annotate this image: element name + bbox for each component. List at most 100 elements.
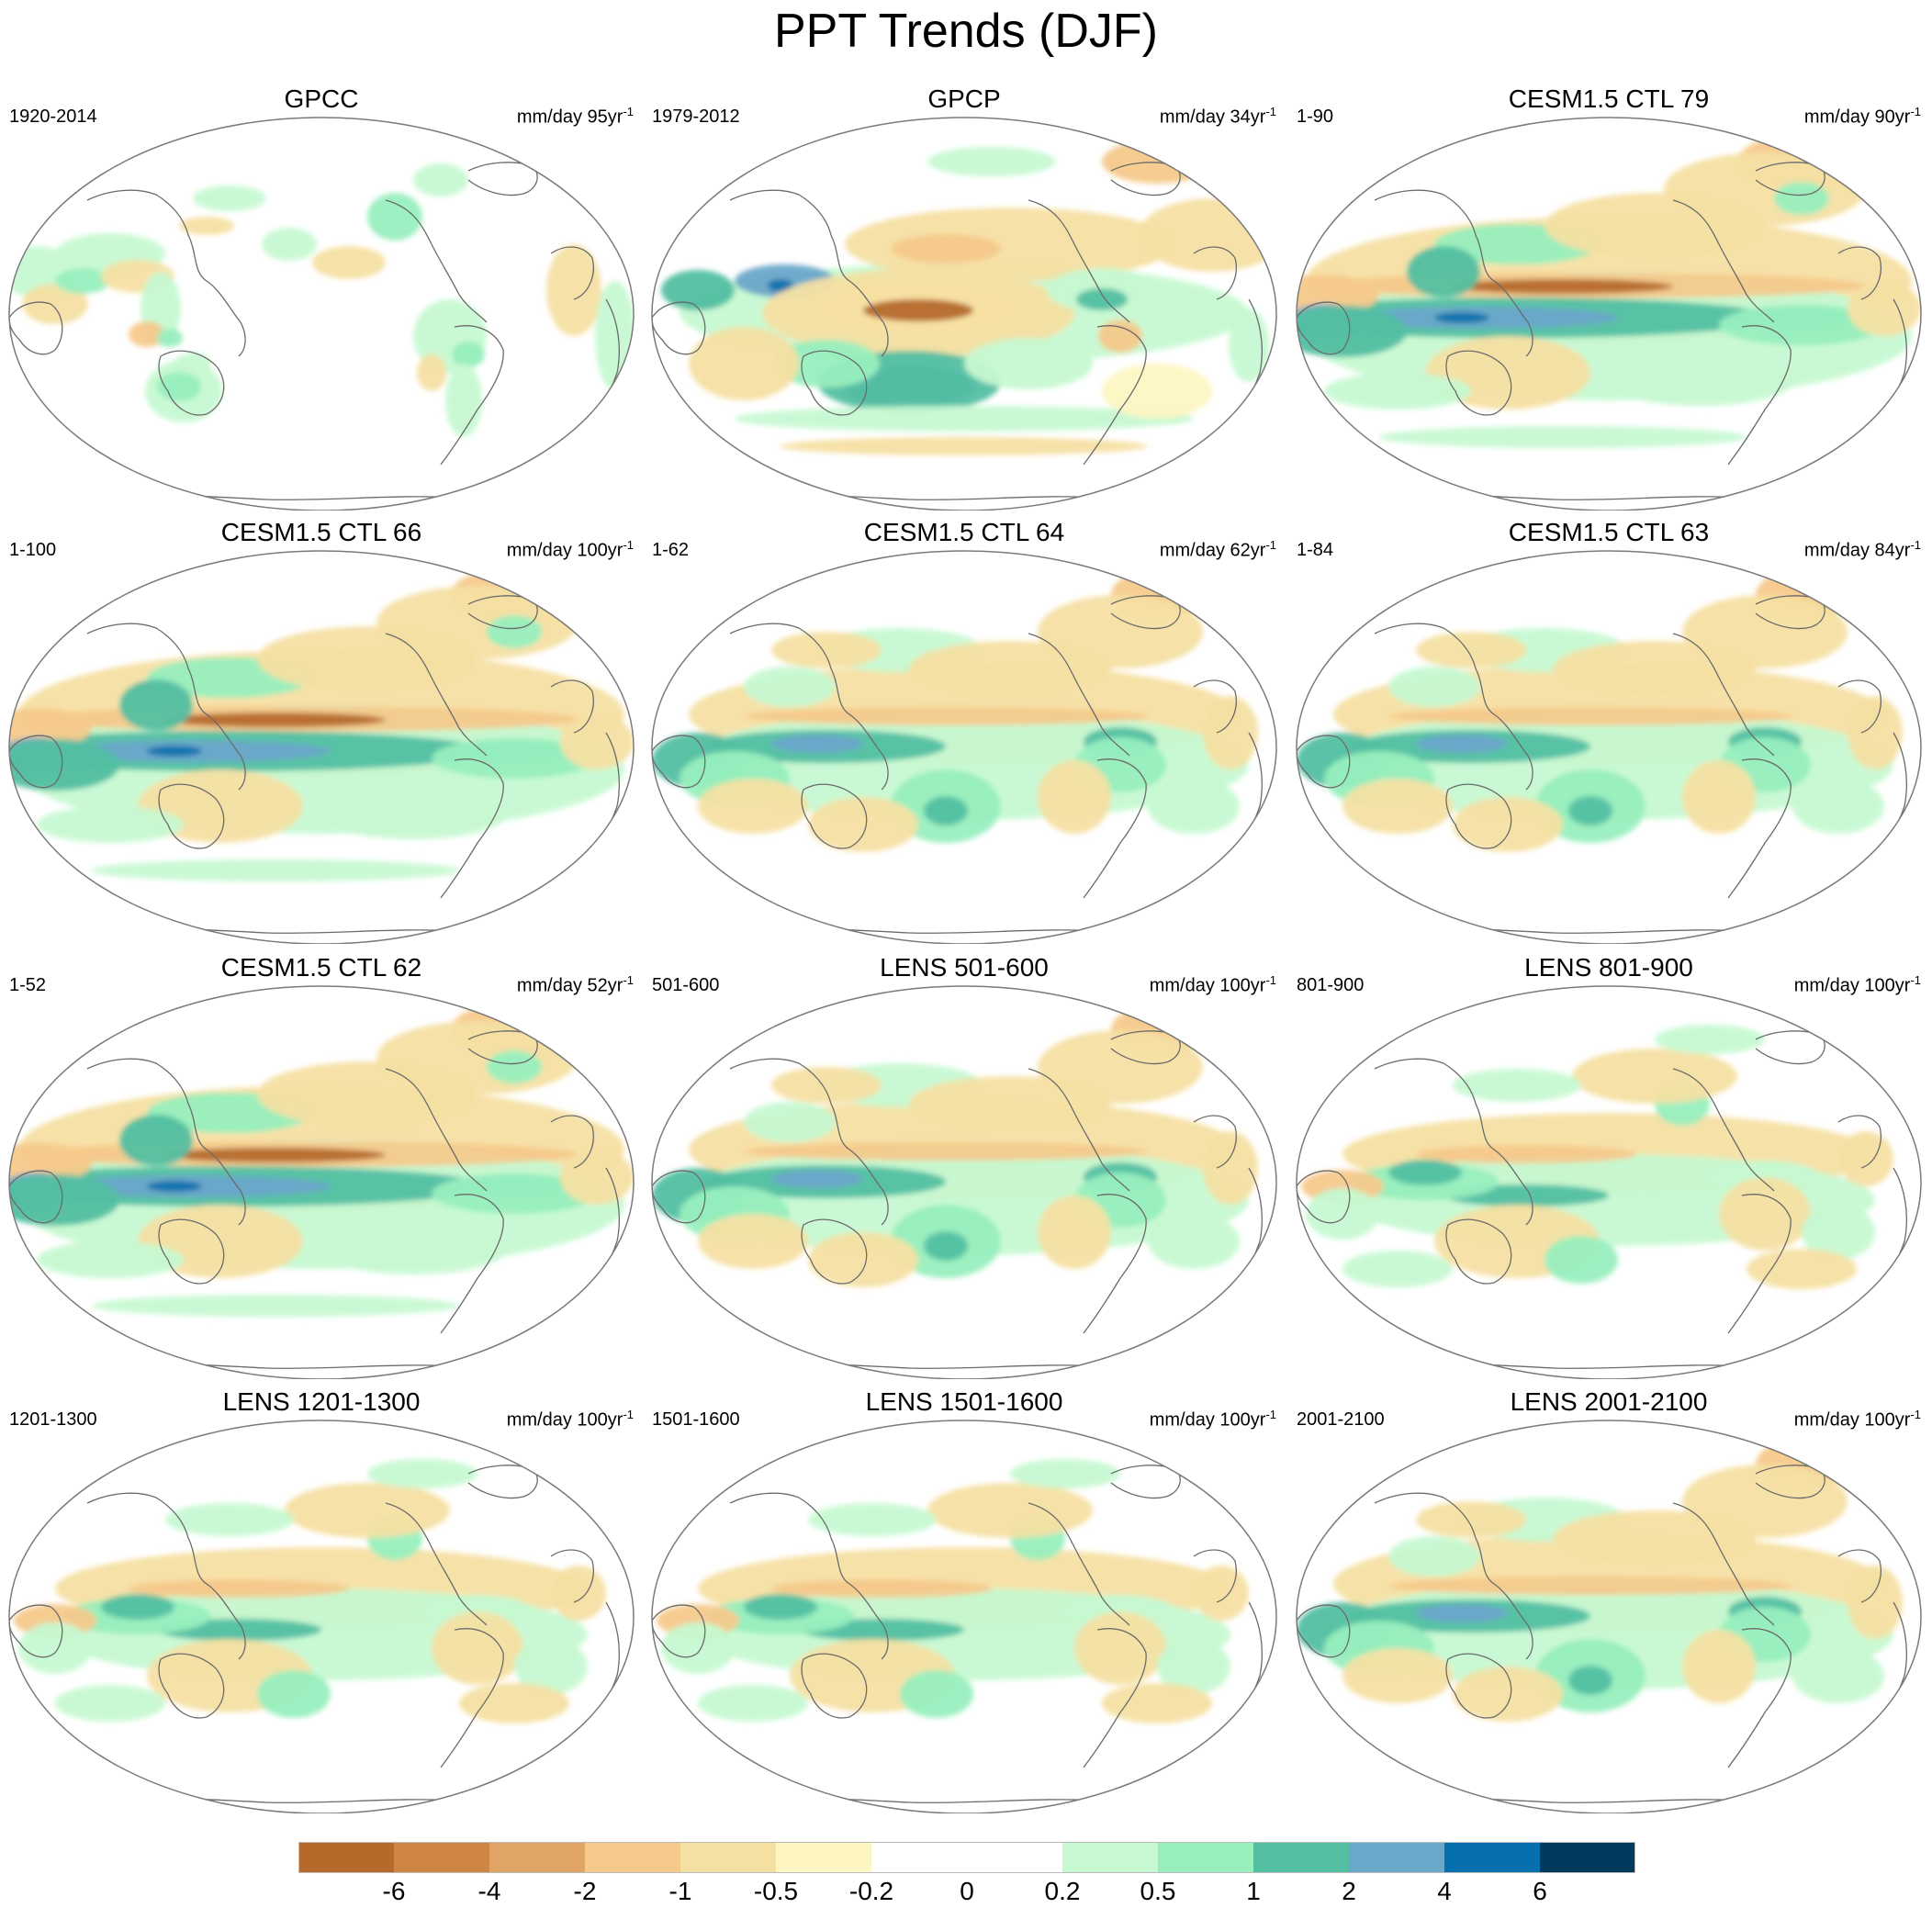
panel-period: 1-62 <box>652 540 690 560</box>
panel-period: 1979-2012 <box>652 107 740 127</box>
colorbar-tick-label: 2 <box>1342 1877 1356 1905</box>
trend-region <box>1416 1501 1526 1538</box>
coastline <box>467 162 538 196</box>
coastline <box>801 350 868 416</box>
coastline <box>467 1030 538 1065</box>
panel-title: LENS 501-600 <box>880 953 1049 982</box>
coastline <box>158 1218 225 1285</box>
coastline <box>1110 1465 1181 1499</box>
trend-region <box>698 1214 808 1269</box>
coastline <box>1755 162 1825 196</box>
trend-region <box>1010 1459 1120 1488</box>
map-outline <box>8 550 635 944</box>
trend-region <box>1609 358 1792 406</box>
trend-region <box>1719 1177 1811 1251</box>
trend-region <box>927 147 1056 176</box>
trend-region <box>560 1150 634 1205</box>
coastline <box>1445 783 1512 849</box>
map-panel: LENS 1501-1600 1501-1600 mm/day 100yr-1 <box>643 1387 1286 1819</box>
coastline <box>1672 633 1775 757</box>
trend-region <box>1848 281 1921 336</box>
coastline <box>1028 1068 1130 1192</box>
coastline <box>1727 1194 1792 1334</box>
panel-title: CESM1.5 CTL 66 <box>220 518 422 546</box>
coastline <box>440 1194 504 1334</box>
map-outline <box>651 550 1277 944</box>
coastline <box>1193 679 1237 734</box>
coastline <box>238 1624 246 1660</box>
trend-region <box>487 615 542 648</box>
coastline <box>1727 758 1792 899</box>
trend-region <box>1297 275 1379 315</box>
trend-region <box>771 1067 882 1104</box>
panel-units: mm/day 100yr-1 <box>1149 973 1276 996</box>
coastline <box>1297 1604 1351 1658</box>
trend-region <box>808 797 918 852</box>
robinson-map <box>1296 117 1922 511</box>
figure-title: PPT Trends (DJF) <box>773 5 1158 58</box>
trend-region <box>165 1148 386 1162</box>
trend-region <box>18 1622 92 1674</box>
trend-region <box>781 437 1148 455</box>
robinson-map <box>1296 985 1922 1379</box>
panel-period: 801-900 <box>1297 975 1365 995</box>
trend-region <box>689 327 799 400</box>
trend-region <box>432 1611 523 1685</box>
coastline <box>1083 1194 1147 1334</box>
panel-title: CESM1.5 CTL 63 <box>1508 518 1710 546</box>
trend-region <box>157 372 201 401</box>
coastline <box>238 755 246 791</box>
trend-region <box>771 632 882 668</box>
trend-region <box>174 353 211 375</box>
trend-region <box>924 1231 968 1261</box>
colorbar-swatch <box>298 1842 395 1873</box>
trend-region <box>808 1503 937 1536</box>
coastline <box>1445 1653 1512 1719</box>
coastline <box>1837 1115 1881 1169</box>
coastline <box>1297 301 1351 355</box>
trend-region <box>165 1503 294 1536</box>
trend-region <box>1416 1604 1508 1622</box>
panel-title: CESM1.5 CTL 62 <box>220 953 422 982</box>
coastline <box>801 1653 868 1719</box>
panel-period: 2001-2100 <box>1297 1409 1385 1430</box>
colorbar-frame <box>298 1842 1635 1873</box>
trend-region <box>1379 426 1747 448</box>
colorbar-tick-label: 4 <box>1437 1877 1452 1905</box>
map-outline <box>8 985 635 1379</box>
trend-region <box>1342 1648 1453 1703</box>
panel-units: mm/day 62yr-1 <box>1159 538 1276 561</box>
robinson-map <box>651 117 1277 511</box>
colorbar-tick-label: -0.5 <box>753 1877 799 1905</box>
trend-region <box>661 270 735 310</box>
trend-region <box>1719 305 1884 345</box>
trend-region <box>1324 373 1471 410</box>
colorbar-swatch <box>585 1842 681 1873</box>
panel-units: mm/day 100yr-1 <box>506 1408 634 1431</box>
coastline <box>440 758 504 899</box>
coastline <box>550 246 594 300</box>
trend-region <box>1148 779 1240 834</box>
coastline <box>1110 1030 1181 1065</box>
map-panel: CESM1.5 CTL 79 1-90 mm/day 90yr-1 <box>1287 84 1930 516</box>
trend-region <box>432 738 597 779</box>
coastline <box>440 1628 504 1768</box>
panel-units: mm/day 90yr-1 <box>1803 105 1921 128</box>
coastline <box>652 1170 706 1224</box>
panel-title: CESM1.5 CTL 64 <box>863 518 1065 546</box>
robinson-map <box>8 117 635 511</box>
trend-region <box>744 667 836 707</box>
panel-units: mm/day 95yr-1 <box>516 105 634 128</box>
trend-region <box>1342 1251 1453 1287</box>
coastline <box>1727 1628 1792 1768</box>
coastline <box>801 783 868 849</box>
trend-region <box>9 1143 92 1184</box>
trend-region <box>514 1639 588 1694</box>
coastline <box>1672 1502 1775 1626</box>
trend-region <box>262 228 317 261</box>
trend-region <box>863 299 973 321</box>
coastline <box>86 189 242 323</box>
trend-region <box>909 641 1111 696</box>
trend-region <box>1453 1667 1563 1722</box>
trend-region <box>1098 320 1142 353</box>
